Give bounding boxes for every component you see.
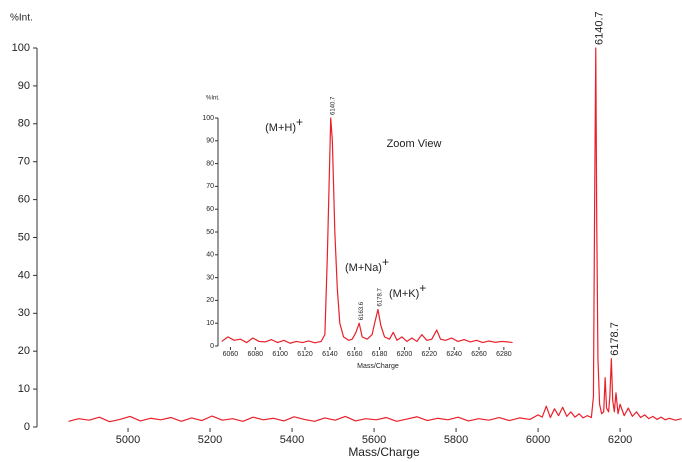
y-tick-label: 0 <box>210 343 214 350</box>
ion-formula: (M+H) <box>265 122 296 134</box>
inset-x-axis-label: Mass/Charge <box>357 363 399 370</box>
chart: %Int. Mass/Charge Zoom View %Int. Mass/C… <box>0 0 682 462</box>
ion-charge: + <box>296 115 303 129</box>
y-tick-label: 80 <box>18 118 30 130</box>
y-tick-label: 90 <box>206 138 214 145</box>
y-tick-label: 40 <box>206 252 214 259</box>
y-tick-label: 100 <box>202 115 214 122</box>
peak-label: 6163.6 <box>359 301 365 320</box>
x-tick-label: 6160 <box>347 351 363 358</box>
x-tick-label: 5200 <box>198 434 222 446</box>
peak-label: 6178.7 <box>378 288 384 307</box>
y-tick-label: 50 <box>18 231 30 243</box>
y-tick-label: 30 <box>206 274 214 281</box>
ion-charge: + <box>419 281 426 295</box>
y-tick-label: 60 <box>206 206 214 213</box>
x-tick-label: 5800 <box>444 434 468 446</box>
x-tick-label: 6240 <box>446 351 462 358</box>
x-tick-label: 6220 <box>422 351 438 358</box>
y-tick-label: 30 <box>18 307 30 319</box>
x-axis-label: Mass/Charge <box>348 445 420 459</box>
peak-label: 6140.7 <box>594 11 606 45</box>
y-tick-label: 80 <box>206 160 214 167</box>
y-tick-label: 50 <box>206 229 214 236</box>
ion-formula: (M+Na) <box>345 262 382 274</box>
y-tick-label: 60 <box>18 194 30 206</box>
peak-label: 6178.7 <box>609 322 621 356</box>
x-tick-label: 6120 <box>297 351 313 358</box>
y-tick-label: 40 <box>18 269 30 281</box>
x-tick-label: 6260 <box>471 351 487 358</box>
x-tick-label: 5600 <box>362 434 386 446</box>
inset-y-axis-label: %Int. <box>206 96 220 102</box>
spectrum-line <box>222 118 513 343</box>
ion-formula: (M+K) <box>389 288 419 300</box>
inset-title: Zoom View <box>387 138 442 150</box>
y-tick-label: 0 <box>24 421 30 433</box>
x-tick-label: 6200 <box>397 351 413 358</box>
x-tick-label: 5000 <box>116 434 140 446</box>
y-tick-label: 20 <box>206 297 214 304</box>
x-tick-label: 6140 <box>322 351 338 358</box>
y-tick-label: 70 <box>206 183 214 190</box>
x-tick-label: 6180 <box>372 351 388 358</box>
y-tick-label: 100 <box>12 42 30 54</box>
x-tick-label: 6080 <box>247 351 263 358</box>
y-axis-label: %Int. <box>10 13 33 24</box>
y-tick-label: 90 <box>18 80 30 92</box>
x-tick-label: 6000 <box>526 434 550 446</box>
page: %Int. Mass/Charge Zoom View %Int. Mass/C… <box>0 0 682 462</box>
x-tick-label: 5400 <box>280 434 304 446</box>
x-tick-label: 6200 <box>608 434 632 446</box>
y-tick-label: 70 <box>18 156 30 168</box>
x-tick-label: 6280 <box>496 351 512 358</box>
x-tick-label: 6100 <box>272 351 288 358</box>
x-tick-label: 6060 <box>223 351 239 358</box>
y-tick-label: 10 <box>206 320 214 327</box>
peak-label: 6140.7 <box>330 96 336 115</box>
y-tick-label: 10 <box>18 383 30 395</box>
ion-label: (M+K)+ <box>389 281 426 300</box>
ion-label: (M+H)+ <box>265 115 303 134</box>
y-tick-label: 20 <box>18 345 30 357</box>
ion-charge: + <box>382 255 389 269</box>
ion-label: (M+Na)+ <box>345 255 389 274</box>
